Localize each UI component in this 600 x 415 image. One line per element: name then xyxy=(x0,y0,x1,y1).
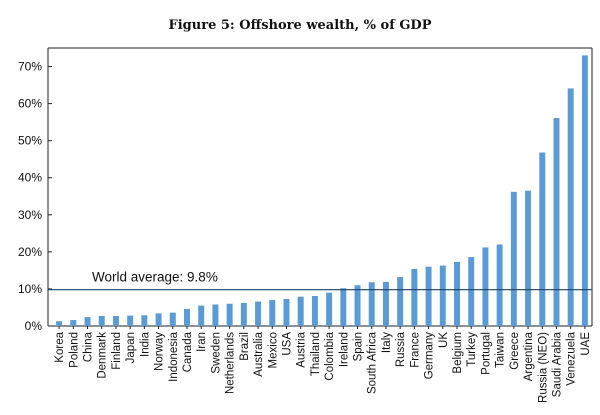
category-label: Finland xyxy=(111,332,123,370)
category-label: Sweden xyxy=(210,332,222,374)
category-label: Indonesia xyxy=(168,331,180,381)
category-label: Iran xyxy=(196,332,208,352)
category-label: France xyxy=(409,332,421,368)
chart-title: Figure 5: Offshore wealth, % of GDP xyxy=(168,18,432,33)
category-label: Brazil xyxy=(239,332,251,361)
y-tick-label: 40% xyxy=(18,171,42,185)
category-labels: Korea Poland China Denmark Finland Japan India… xyxy=(54,326,592,403)
category-label: Greece xyxy=(509,332,521,370)
bar xyxy=(212,304,219,326)
category-label: Italy xyxy=(381,332,393,353)
category-label: Spain xyxy=(353,332,365,361)
category-label: Ireland xyxy=(338,332,350,367)
y-tick-label: 20% xyxy=(18,245,42,259)
category-label: Saudi Arabia xyxy=(551,331,563,397)
bar xyxy=(439,265,446,326)
bar xyxy=(382,281,389,326)
category-label: Japan xyxy=(125,332,137,363)
y-tick-label: 10% xyxy=(18,282,42,296)
bar xyxy=(127,315,134,326)
bar xyxy=(283,298,290,326)
y-tick-label: 0% xyxy=(25,319,43,333)
bar xyxy=(539,152,546,326)
category-label: South Africa xyxy=(367,331,379,394)
bar xyxy=(169,312,176,326)
bar xyxy=(482,247,489,326)
bar xyxy=(411,268,418,326)
bar xyxy=(368,282,375,326)
bar xyxy=(297,296,304,326)
bar xyxy=(141,315,148,326)
y-tick-label: 60% xyxy=(18,97,42,111)
bar xyxy=(255,301,262,326)
category-label: Austria xyxy=(296,331,308,367)
bar xyxy=(581,55,588,327)
bar xyxy=(454,261,460,326)
y-tick-label: 50% xyxy=(18,134,42,148)
bar xyxy=(98,315,105,326)
category-label: Turkey xyxy=(466,332,478,367)
bar xyxy=(70,320,77,326)
bar xyxy=(510,191,517,326)
category-label: Thailand xyxy=(310,332,322,376)
bar xyxy=(311,295,318,326)
reference-line-label: World average: 9.8% xyxy=(92,270,218,285)
bar xyxy=(184,308,190,326)
y-tick-label: 70% xyxy=(18,60,42,74)
bar xyxy=(397,277,404,326)
bar xyxy=(240,303,247,326)
category-label: Australia xyxy=(253,331,265,376)
category-label: Russia (NEO) xyxy=(537,332,549,403)
bar xyxy=(84,317,91,326)
reference-line-group: World average: 9.8% xyxy=(48,270,592,291)
category-label: China xyxy=(83,331,95,362)
bar xyxy=(56,321,63,326)
category-label: Belgium xyxy=(452,332,464,374)
bar xyxy=(354,285,361,326)
category-label: UAE xyxy=(580,332,592,356)
category-label: Poland xyxy=(68,332,80,368)
category-label: Netherlands xyxy=(225,332,237,394)
category-label: Russia xyxy=(395,331,407,367)
bar xyxy=(468,257,475,326)
bar xyxy=(525,190,532,326)
bar xyxy=(326,292,333,326)
category-label: Norway xyxy=(154,332,166,371)
category-label: UK xyxy=(438,332,450,348)
category-label: Denmark xyxy=(97,332,109,379)
bar xyxy=(112,315,119,326)
category-label: Germany xyxy=(424,332,436,380)
category-label: India xyxy=(139,331,151,357)
bar xyxy=(269,300,276,326)
category-label: Canada xyxy=(182,331,194,372)
category-label: Colombia xyxy=(324,331,336,380)
category-label: USA xyxy=(281,332,293,356)
category-label: Korea xyxy=(54,331,66,362)
bar xyxy=(198,305,205,326)
bars xyxy=(56,55,588,327)
category-label: Argentina xyxy=(523,331,535,381)
bar xyxy=(155,313,162,326)
bar xyxy=(425,266,432,326)
axes: 0% 10% 20% 30% 40% 50% 60% 70% xyxy=(18,47,593,333)
bar xyxy=(496,244,503,326)
bar xyxy=(567,88,574,326)
category-label: Taiwan xyxy=(495,332,507,368)
bar xyxy=(553,118,560,326)
y-tick-label: 30% xyxy=(18,208,42,222)
bar xyxy=(226,303,233,326)
bar xyxy=(340,288,347,326)
category-label: Venezuela xyxy=(566,331,578,385)
category-label: Portugal xyxy=(480,332,492,375)
category-label: Mexico xyxy=(267,332,279,368)
